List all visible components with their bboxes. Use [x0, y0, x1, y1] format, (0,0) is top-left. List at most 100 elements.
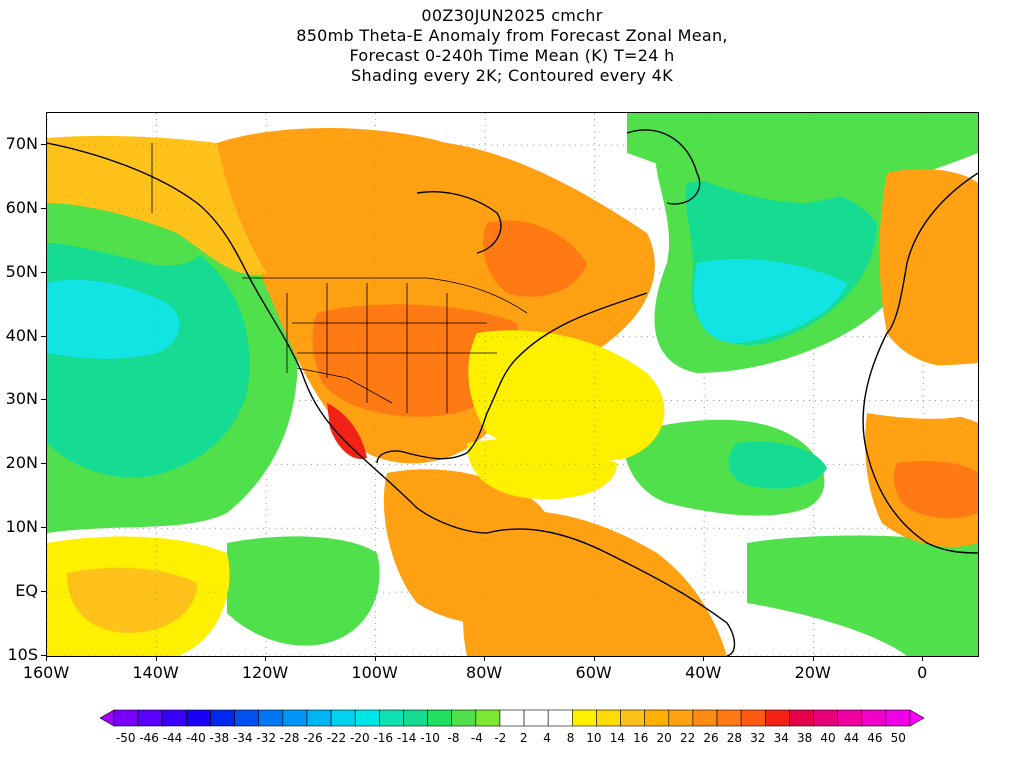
colorbar-label: -22	[327, 731, 347, 745]
colorbar-cell	[427, 709, 452, 727]
colorbar-label: -8	[447, 731, 459, 745]
atlantic-cyan-region	[693, 259, 847, 343]
colorbar-cell	[644, 709, 670, 727]
latitude-tick	[41, 655, 46, 656]
us-mexico-border	[296, 367, 393, 404]
colorbar-label: 46	[867, 731, 882, 745]
colorbar-label: -4	[471, 731, 483, 745]
latitude-label: 20N	[5, 453, 38, 473]
colorbar-label: 4	[543, 731, 551, 745]
colorbar-label: 50	[891, 731, 906, 745]
colorbar-cell	[258, 709, 284, 727]
colorbar-cell	[789, 709, 814, 727]
colorbar-cell	[137, 709, 163, 727]
colorbar-cell	[523, 709, 549, 727]
latitude-label: 30N	[5, 389, 38, 409]
colorbar-label: 28	[727, 731, 742, 745]
longitude-label: 100W	[351, 663, 398, 682]
colorbar-label: 38	[797, 731, 812, 745]
colorbar-cell	[716, 709, 742, 727]
longitude-tick	[46, 656, 47, 661]
colorbar-cell	[620, 709, 645, 727]
mexico-red	[327, 403, 367, 459]
colorbar-label: -50	[116, 731, 136, 745]
longitude-tick	[922, 656, 924, 661]
colorbar-cell	[354, 709, 380, 727]
africa-dark-orange	[893, 461, 978, 519]
longitude-label: 20W	[794, 663, 831, 682]
title-line-4: Shading every 2K; Contoured every 4K	[351, 66, 673, 85]
theta-e-anomaly-map	[46, 112, 979, 657]
sahara-white	[847, 363, 978, 419]
colorbar-cell	[572, 709, 597, 727]
colorbar-cell	[668, 709, 694, 727]
eq-atlantic-green	[747, 535, 978, 656]
hudson-bay-coast	[416, 191, 502, 254]
colorbar-canvas: -50 -46 -44 -40 -38 -34 -32 -28 -26 -22 -20 -16 -14-…	[99, 709, 925, 745]
latitude-tick	[41, 271, 46, 273]
colorbar-cell	[330, 709, 356, 727]
colorbar-cell	[813, 709, 838, 727]
colorbar-max-arrow	[909, 709, 925, 727]
latitude-label: EQ	[15, 581, 38, 601]
canada-light-orange	[47, 135, 267, 275]
colorbar-cell	[475, 709, 501, 727]
latitude-label: 70N	[5, 133, 38, 153]
colorbar-label: -14	[397, 731, 417, 745]
colorbar-cell	[306, 709, 332, 727]
colorbar-cell	[210, 709, 235, 727]
colorbar-cell	[596, 709, 621, 727]
tropical-atlantic-teal	[728, 441, 827, 489]
colorbar-cell	[282, 709, 308, 727]
longitude-tick	[812, 656, 814, 661]
quebec-dark-orange	[483, 220, 587, 297]
colorbar-label: -16	[373, 731, 393, 745]
caribbean-yellow	[467, 439, 617, 500]
longitude-tick	[484, 656, 486, 661]
latitude-tick	[41, 335, 46, 337]
gulf-coast	[376, 450, 468, 464]
colorbar-min-arrow	[99, 709, 115, 727]
title-line-2: 850mb Theta-E Anomaly from Forecast Zona…	[296, 26, 728, 45]
colorbar-label: -10	[420, 731, 440, 745]
colorbar-label: -46	[139, 731, 159, 745]
north-america-east-coast	[466, 292, 648, 454]
latitude-label: 10S	[7, 645, 38, 664]
colorbar-cell	[379, 709, 404, 727]
europe-orange	[879, 168, 978, 367]
colorbar-label: -20	[350, 731, 370, 745]
colorbar-cell	[499, 709, 525, 727]
colorbar-cell	[547, 709, 573, 727]
longitude-tick	[374, 656, 376, 661]
longitude-tick	[265, 656, 267, 661]
colorbar-cell	[764, 709, 790, 727]
latitude-label: 10N	[5, 517, 38, 537]
latitude-tick	[41, 399, 46, 401]
map-canvas	[47, 113, 978, 656]
latitude-tick	[41, 143, 46, 145]
colorbar-label: -40	[186, 731, 206, 745]
colorbar-label: -34	[233, 731, 253, 745]
south-america-orange	[463, 510, 727, 656]
west-africa-coast	[862, 332, 978, 554]
tropical-pacific-light-orange	[67, 567, 197, 633]
colorbar-cell	[234, 709, 260, 727]
longitude-label: 80W	[466, 663, 503, 682]
north-america-west-coast	[47, 142, 488, 534]
colorbar-cell	[403, 709, 428, 727]
latitude-tick	[41, 591, 46, 593]
colorbar-label: 14	[610, 731, 625, 745]
colorbar-cell	[885, 709, 911, 727]
longitude-tick	[703, 656, 705, 661]
colorbar-label: -28	[280, 731, 300, 745]
colorbar-cell	[451, 709, 477, 727]
colorbar-cell	[837, 709, 863, 727]
latitude-tick	[41, 527, 46, 529]
title-line-1: 00Z30JUN2025 cmchr	[421, 6, 603, 25]
colorbar-label: -26	[303, 731, 323, 745]
colorbar-label: 16	[633, 731, 648, 745]
colorbar-label: 26	[703, 731, 718, 745]
colorbar-cell	[692, 709, 718, 727]
longitude-label: 160W	[22, 663, 70, 682]
longitude-label: 0	[917, 663, 928, 682]
